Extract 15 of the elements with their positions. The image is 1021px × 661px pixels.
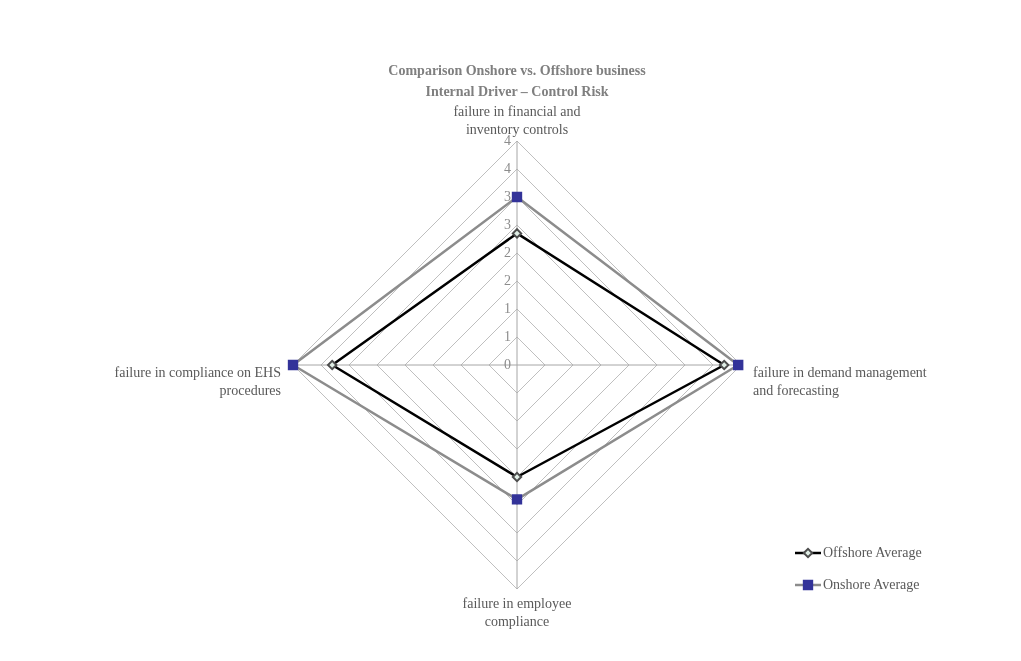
y-tick-label: 3	[504, 189, 511, 204]
legend-label: Onshore Average	[823, 577, 920, 592]
chart-subtitle: Internal Driver – Control Risk	[425, 84, 609, 99]
spoke-label: failure in employee compliance	[462, 596, 572, 629]
y-tick-label: 0	[504, 357, 511, 372]
chart-title: Comparison Onshore vs. Offshore business	[388, 63, 647, 78]
y-tick-label: 1	[504, 301, 511, 316]
y-tick-label: 1	[504, 329, 511, 344]
y-tick-label: 2	[504, 273, 511, 288]
y-tick-label: 4	[504, 161, 511, 176]
y-tick-label: 3	[504, 217, 511, 232]
spoke-label: failure in demand management and forecasting	[753, 365, 927, 398]
y-tick-label: 2	[504, 245, 511, 260]
legend-label: Offshore Average	[823, 545, 922, 560]
spoke-label: failure in compliance on EHS procedures	[114, 365, 281, 398]
